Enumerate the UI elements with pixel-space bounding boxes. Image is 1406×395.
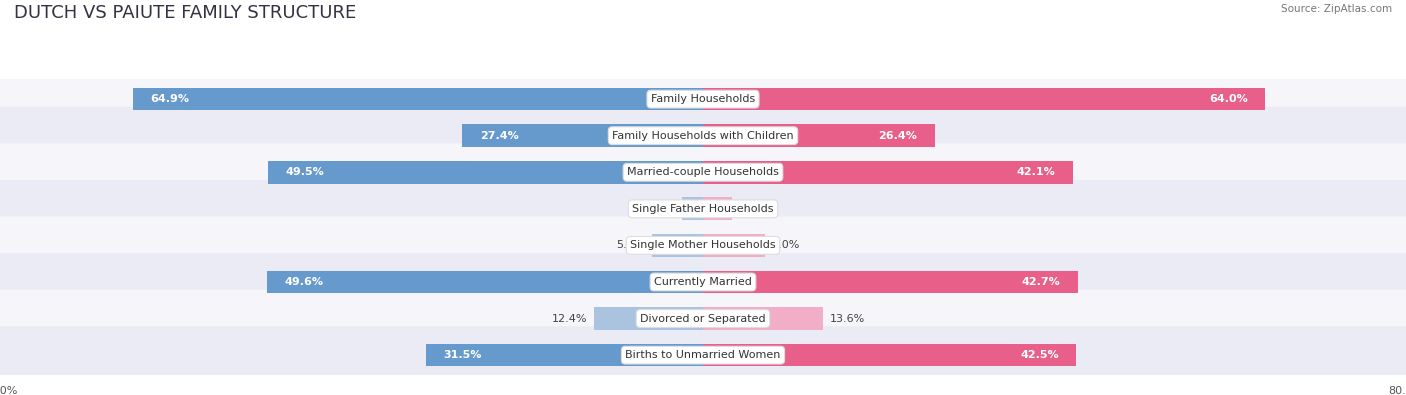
FancyBboxPatch shape — [0, 107, 1406, 165]
Bar — [703, 161, 1073, 184]
Text: 49.6%: 49.6% — [285, 277, 323, 287]
Bar — [463, 124, 703, 147]
Text: Family Households with Children: Family Households with Children — [612, 131, 794, 141]
Text: Births to Unmarried Women: Births to Unmarried Women — [626, 350, 780, 360]
Bar — [703, 124, 935, 147]
FancyBboxPatch shape — [0, 253, 1406, 311]
Bar — [682, 198, 703, 220]
Text: 3.3%: 3.3% — [740, 204, 768, 214]
Text: 2.4%: 2.4% — [647, 204, 675, 214]
Text: 7.0%: 7.0% — [772, 241, 800, 250]
Bar — [703, 307, 823, 330]
Text: Divorced or Separated: Divorced or Separated — [640, 314, 766, 324]
Text: 42.5%: 42.5% — [1021, 350, 1059, 360]
Text: Single Father Households: Single Father Households — [633, 204, 773, 214]
Text: 5.8%: 5.8% — [617, 241, 645, 250]
Bar — [652, 234, 703, 257]
Text: Married-couple Households: Married-couple Households — [627, 167, 779, 177]
FancyBboxPatch shape — [0, 180, 1406, 238]
FancyBboxPatch shape — [0, 70, 1406, 128]
Text: 27.4%: 27.4% — [479, 131, 519, 141]
FancyBboxPatch shape — [0, 143, 1406, 201]
Text: 31.5%: 31.5% — [444, 350, 482, 360]
Bar — [703, 88, 1265, 111]
Text: 49.5%: 49.5% — [285, 167, 325, 177]
Text: 12.4%: 12.4% — [551, 314, 588, 324]
Bar — [267, 271, 703, 293]
Bar — [703, 234, 765, 257]
Bar — [703, 271, 1078, 293]
Bar — [703, 344, 1077, 367]
Bar — [132, 88, 703, 111]
Text: 42.1%: 42.1% — [1017, 167, 1056, 177]
Text: Single Mother Households: Single Mother Households — [630, 241, 776, 250]
Text: 26.4%: 26.4% — [879, 131, 917, 141]
Text: 64.9%: 64.9% — [150, 94, 190, 104]
Text: Currently Married: Currently Married — [654, 277, 752, 287]
Text: 13.6%: 13.6% — [830, 314, 865, 324]
Bar — [269, 161, 703, 184]
Text: 42.7%: 42.7% — [1022, 277, 1060, 287]
Text: 64.0%: 64.0% — [1209, 94, 1249, 104]
Bar — [593, 307, 703, 330]
Text: Family Households: Family Households — [651, 94, 755, 104]
Bar — [426, 344, 703, 367]
Text: Source: ZipAtlas.com: Source: ZipAtlas.com — [1281, 4, 1392, 14]
FancyBboxPatch shape — [0, 290, 1406, 348]
Text: DUTCH VS PAIUTE FAMILY STRUCTURE: DUTCH VS PAIUTE FAMILY STRUCTURE — [14, 4, 356, 22]
FancyBboxPatch shape — [0, 326, 1406, 384]
FancyBboxPatch shape — [0, 216, 1406, 274]
Bar — [703, 198, 733, 220]
